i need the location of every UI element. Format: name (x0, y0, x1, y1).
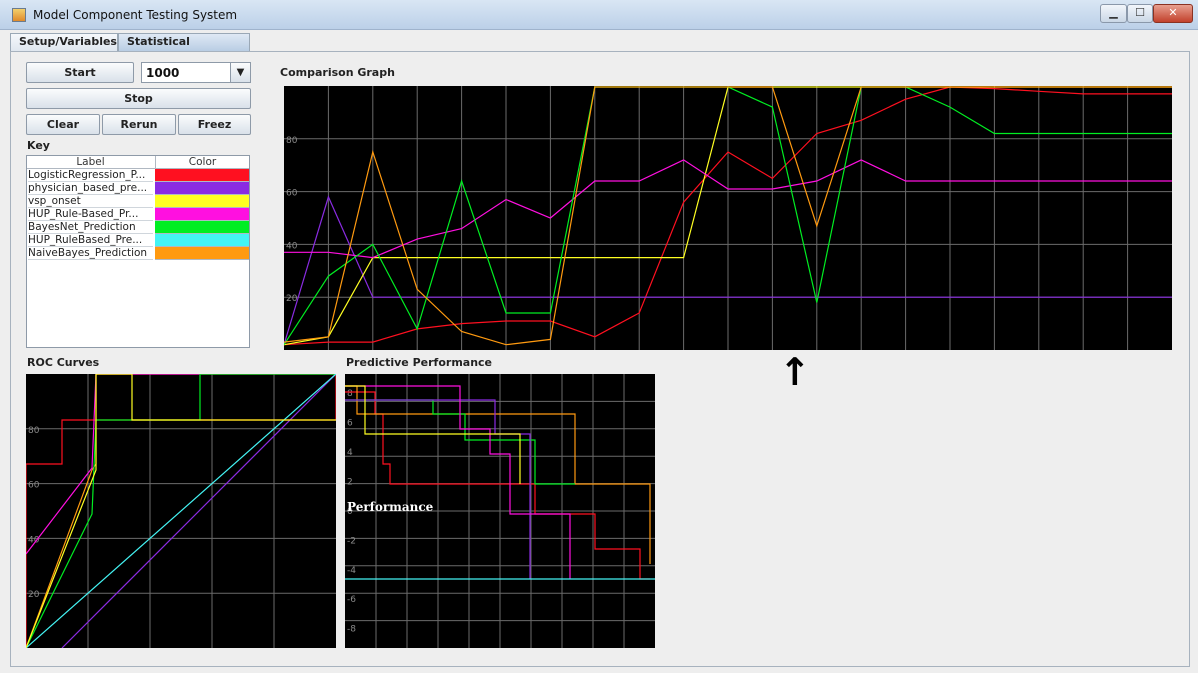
iterations-combo[interactable]: 1000 ▼ (141, 62, 251, 83)
y-tick-label: 20 (286, 294, 298, 304)
series-line (284, 195, 1172, 345)
roc-curve (26, 374, 336, 648)
y-tick-label: 6 (347, 419, 353, 429)
y-tick-label: 40 (286, 241, 298, 251)
key-title: Key (27, 139, 50, 152)
comparison-graph-title: Comparison Graph (280, 66, 395, 79)
key-row[interactable]: BayesNet_Prediction (27, 221, 249, 234)
minimize-button[interactable]: ▁ (1100, 4, 1127, 23)
y-tick-label: -2 (347, 536, 356, 546)
chevron-down-icon[interactable]: ▼ (230, 63, 250, 82)
key-row-label: NaiveBayes_Prediction (28, 247, 153, 260)
freeze-button[interactable]: Freez (178, 114, 251, 135)
key-row[interactable]: NaiveBayes_Prediction (27, 247, 249, 260)
roc-curves-title: ROC Curves (27, 356, 100, 369)
key-row[interactable]: physician_based_pre... (27, 182, 249, 195)
java-app-icon (12, 8, 26, 22)
performance-step-line (345, 391, 650, 580)
y-tick-label: -6 (347, 595, 356, 605)
key-row-label: HUP_Rule-Based_Pr... (28, 208, 153, 221)
key-row-swatch[interactable] (155, 182, 249, 195)
performance-step-line (345, 399, 575, 485)
rerun-button[interactable]: Rerun (102, 114, 176, 135)
key-table: Label Color LogisticRegression_P... physi… (26, 155, 250, 348)
tab-statistical-analysis[interactable]: Statistical Analysis (118, 33, 250, 64)
performance-step-line (345, 385, 651, 564)
y-tick-label: 4 (347, 448, 353, 458)
key-row-swatch[interactable] (155, 221, 249, 234)
key-row-swatch[interactable] (155, 208, 249, 221)
window-title: Model Component Testing System (33, 8, 238, 22)
key-row[interactable]: HUP_Rule-Based_Pr... (27, 208, 249, 221)
series-line (284, 159, 1172, 259)
key-row-swatch[interactable] (155, 247, 249, 260)
y-tick-label: -8 (347, 625, 356, 635)
stop-button[interactable]: Stop (26, 88, 251, 109)
roc-curve (26, 374, 336, 555)
key-row[interactable]: LogisticRegression_P... (27, 169, 249, 182)
key-row-label: LogisticRegression_P... (28, 169, 153, 182)
roc-curve (26, 374, 336, 648)
key-col-label: Label (76, 156, 105, 168)
roc-curves-graph: 80 60 40 20 (26, 374, 336, 648)
y-tick-label: 60 (286, 189, 298, 199)
y-tick-label: 2 (347, 477, 353, 487)
graph-svg: 80 60 40 20 (284, 86, 1172, 350)
close-button[interactable]: ✕ (1153, 4, 1193, 23)
y-tick-label: 80 (286, 136, 298, 146)
tab-setup-variables[interactable]: Setup/Variables (10, 33, 118, 51)
clear-button[interactable]: Clear (26, 114, 100, 135)
key-row-swatch[interactable] (155, 169, 249, 182)
performance-step-line (345, 385, 521, 484)
series-line (284, 86, 1172, 346)
y-tick-label: 20 (28, 590, 40, 600)
series-line (284, 86, 1172, 346)
comparison-graph: 80 60 40 20 (284, 86, 1172, 350)
window-titlebar: Model Component Testing System ▁ ☐ ✕ (0, 0, 1198, 30)
performance-overlay-label: Performance (347, 500, 434, 514)
key-row-label: HUP_RuleBased_Pre... (28, 234, 153, 247)
annotation-arrow: ↑ (779, 350, 811, 394)
roc-curve (61, 374, 336, 648)
maximize-button[interactable]: ☐ (1127, 4, 1153, 23)
y-tick-label: 60 (28, 481, 40, 491)
graph-svg: 80 60 40 20 (26, 374, 336, 648)
roc-curve (26, 374, 336, 648)
start-button[interactable]: Start (26, 62, 134, 83)
key-row[interactable]: vsp_onset (27, 195, 249, 208)
y-tick-label: 0 (347, 507, 353, 517)
iterations-value: 1000 (146, 66, 180, 80)
key-row-swatch[interactable] (155, 195, 249, 208)
key-row-swatch[interactable] (155, 234, 249, 247)
key-col-color: Color (155, 156, 249, 168)
key-row[interactable]: HUP_RuleBased_Pre... (27, 234, 249, 247)
key-header: Label Color (27, 156, 249, 169)
predictive-performance-title: Predictive Performance (346, 356, 493, 369)
y-tick-label: -4 (347, 566, 356, 576)
performance-step-line (345, 385, 571, 579)
key-row-label: vsp_onset (28, 195, 153, 208)
key-row-label: BayesNet_Prediction (28, 221, 153, 234)
y-tick-label: 8 (347, 389, 353, 399)
key-row-label: physician_based_pre... (28, 182, 153, 195)
y-tick-label: 40 (28, 535, 40, 545)
y-tick-label: 80 (28, 426, 40, 436)
